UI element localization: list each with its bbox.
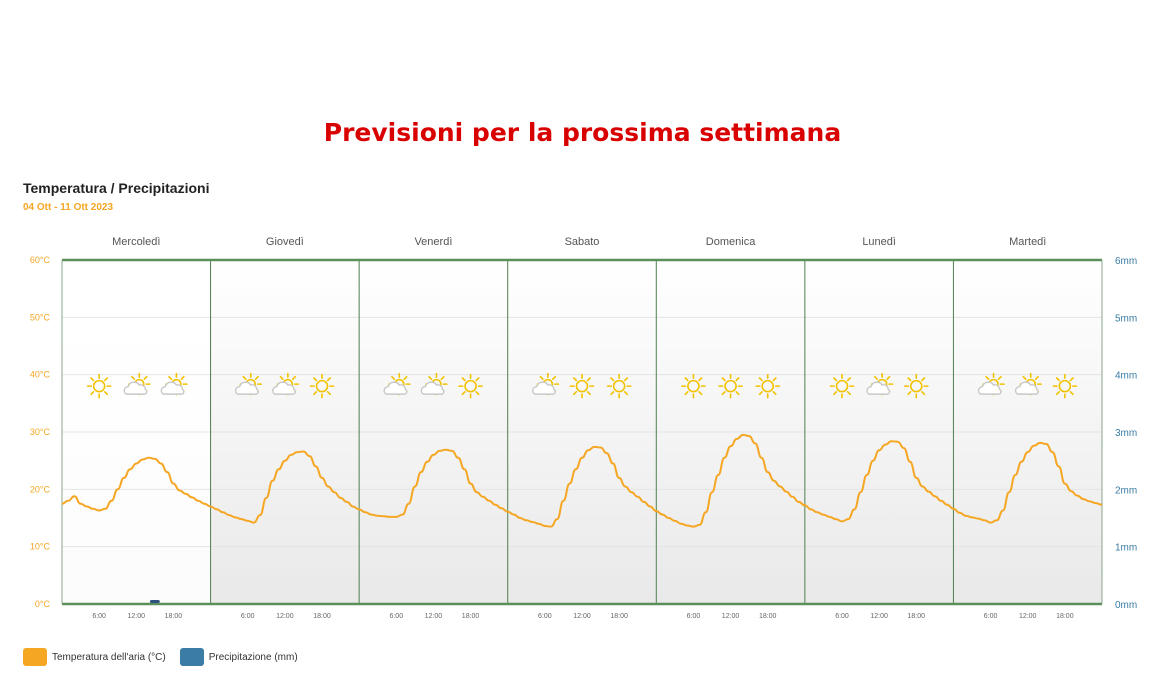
legend-swatch-precipitation bbox=[179, 648, 204, 666]
sun-icon bbox=[755, 373, 781, 399]
x-tick-label: 12:00 bbox=[870, 613, 888, 620]
day-label: Domenica bbox=[706, 236, 756, 248]
sun-icon bbox=[458, 373, 483, 399]
day-label: Venerdì bbox=[414, 236, 452, 248]
chart-title: Temperatura / Precipitazioni bbox=[23, 180, 210, 196]
x-tick-label: 6:00 bbox=[687, 613, 701, 620]
x-tick-label: 18:00 bbox=[759, 613, 777, 620]
x-tick-label: 18:00 bbox=[610, 613, 628, 620]
partly-cloudy-icon bbox=[123, 372, 151, 396]
y-tick-label-right: 5mm bbox=[1115, 313, 1137, 324]
sun-icon bbox=[86, 373, 112, 399]
y-tick-label-right: 1mm bbox=[1115, 543, 1137, 554]
y-tick-label-right: 3mm bbox=[1115, 428, 1137, 439]
partly-cloudy-icon bbox=[383, 372, 411, 396]
sun-icon bbox=[309, 373, 335, 399]
x-tick-label: 6:00 bbox=[984, 613, 998, 620]
sun-icon bbox=[903, 373, 929, 399]
x-tick-label: 6:00 bbox=[241, 613, 255, 620]
day-label: Lunedì bbox=[862, 236, 896, 248]
partly-cloudy-icon bbox=[272, 372, 300, 396]
y-tick-label-left: 20°C bbox=[30, 484, 51, 494]
legend-item-precipitation[interactable]: Precipitazione (mm) bbox=[179, 648, 298, 666]
y-tick-label-left: 50°C bbox=[30, 312, 51, 322]
legend: Temperatura dell'aria (°C) Precipitazion… bbox=[23, 648, 312, 666]
partly-cloudy-icon bbox=[1014, 372, 1043, 396]
temperature-line bbox=[61, 433, 1103, 528]
legend-item-temperature[interactable]: Temperatura dell'aria (°C) bbox=[23, 648, 166, 666]
sun-icon bbox=[681, 373, 706, 399]
x-tick-label: 18:00 bbox=[908, 613, 926, 620]
x-tick-label: 18:00 bbox=[313, 613, 331, 620]
x-tick-label: 12:00 bbox=[573, 613, 591, 620]
partly-cloudy-icon bbox=[866, 372, 894, 396]
x-tick-label: 18:00 bbox=[462, 613, 480, 620]
y-tick-label-right: 2mm bbox=[1115, 485, 1137, 496]
partly-cloudy-icon bbox=[160, 372, 188, 396]
y-tick-label-left: 0°C bbox=[35, 599, 51, 609]
x-tick-label: 6:00 bbox=[538, 613, 552, 620]
y-tick-label-right: 0mm bbox=[1115, 600, 1137, 611]
legend-label-temperature: Temperatura dell'aria (°C) bbox=[52, 651, 166, 663]
x-tick-label: 12:00 bbox=[722, 613, 740, 620]
y-tick-label-left: 30°C bbox=[30, 427, 51, 437]
x-tick-label: 6:00 bbox=[835, 613, 849, 620]
sun-icon bbox=[569, 373, 595, 399]
sun-icon bbox=[718, 373, 743, 399]
partly-cloudy-icon bbox=[532, 372, 560, 396]
partly-cloudy-icon bbox=[420, 372, 448, 396]
y-tick-label-left: 10°C bbox=[30, 542, 51, 552]
y-tick-label-right: 4mm bbox=[1115, 371, 1137, 382]
sun-icon bbox=[1052, 373, 1078, 399]
y-tick-label-right: 6mm bbox=[1115, 256, 1137, 267]
legend-label-precipitation: Precipitazione (mm) bbox=[208, 651, 298, 663]
day-label: Giovedì bbox=[266, 236, 304, 248]
x-tick-label: 6:00 bbox=[389, 613, 403, 620]
y-tick-label-left: 60°C bbox=[30, 255, 51, 265]
sun-icon bbox=[606, 373, 632, 399]
x-tick-label: 12:00 bbox=[425, 613, 443, 620]
chart-canvas: 0°C 0mm 10°C 1mm 20°C 2mm 30°C 3mm 40°C 4mm 50°C 5m… bbox=[30, 236, 1137, 620]
x-tick-label: 12:00 bbox=[128, 613, 146, 620]
y-tick-label-left: 40°C bbox=[30, 370, 51, 380]
precipitation-bar bbox=[149, 600, 160, 603]
partly-cloudy-icon bbox=[234, 372, 263, 396]
x-tick-label: 12:00 bbox=[276, 613, 294, 620]
day-label: Sabato bbox=[565, 236, 600, 248]
x-tick-label: 6:00 bbox=[92, 613, 106, 620]
x-tick-label: 12:00 bbox=[1019, 613, 1037, 620]
day-label: Mercoledì bbox=[112, 236, 160, 248]
partly-cloudy-icon bbox=[977, 372, 1005, 396]
x-tick-label: 18:00 bbox=[1056, 613, 1074, 620]
page-title: Previsioni per la prossima settimana bbox=[323, 118, 842, 147]
day-label: Martedì bbox=[1009, 236, 1046, 248]
legend-swatch-temperature bbox=[23, 648, 47, 666]
sun-icon bbox=[829, 373, 855, 399]
x-tick-label: 18:00 bbox=[165, 613, 183, 620]
chart-subtitle: 04 Ott - 11 Ott 2023 bbox=[23, 202, 114, 213]
